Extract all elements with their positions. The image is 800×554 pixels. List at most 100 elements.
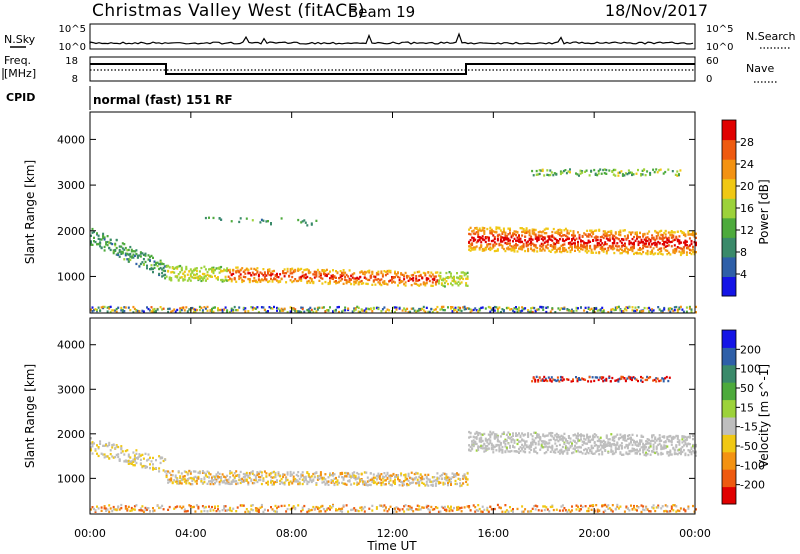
scatter-cell — [645, 442, 648, 446]
scatter-cell — [617, 507, 620, 510]
scatter-cell — [371, 283, 374, 286]
scatter-cell — [342, 482, 345, 485]
scatter-cell — [586, 311, 589, 314]
scatter-cell — [443, 285, 446, 288]
scatter-cell — [486, 447, 489, 451]
scatter-cell — [578, 507, 581, 511]
scatter-cell — [236, 482, 239, 485]
scatter-cell — [274, 510, 277, 513]
scatter-cell — [567, 378, 570, 381]
scatter-cell — [596, 447, 599, 450]
scatter-cell — [561, 437, 564, 440]
scatter-cell — [543, 241, 546, 244]
scatter-cell — [144, 254, 147, 257]
scatter-cell — [280, 217, 283, 220]
scatter-cell — [618, 377, 621, 380]
scatter-cell — [504, 445, 507, 448]
scatter-cell — [628, 442, 631, 445]
scatter-cell — [631, 443, 634, 447]
scatter-cell — [227, 482, 230, 485]
scatter-cell — [569, 510, 572, 513]
scatter-cell — [130, 460, 133, 463]
scatter-cell — [291, 307, 294, 310]
scatter-cell — [353, 309, 356, 312]
scatter-cell — [527, 240, 530, 243]
scatter-cell — [129, 258, 132, 262]
scatter-cell — [581, 377, 584, 380]
scatter-cell — [280, 309, 283, 312]
scatter-cell — [577, 449, 579, 452]
scatter-cell — [235, 280, 238, 283]
scatter-cell — [230, 280, 233, 283]
scatter-cell — [224, 279, 227, 282]
scatter-cell — [129, 309, 132, 312]
scatter-cell — [530, 442, 533, 445]
scatter-cell — [108, 241, 111, 244]
scatter-cell — [144, 252, 147, 255]
scatter-cell — [589, 233, 592, 236]
scatter-cell — [274, 480, 277, 484]
scatter-cell — [419, 274, 422, 277]
scatter-cell — [395, 510, 398, 513]
noise-panel: N.Sky 10^5 10^0 10^5 10^0 N.Search — [4, 23, 796, 53]
scatter-cell — [259, 279, 262, 282]
scatter-cell — [404, 308, 407, 311]
scatter-cell — [182, 478, 185, 481]
scatter-cell — [648, 442, 651, 445]
scatter-cell — [307, 270, 310, 273]
scatter-cell — [386, 473, 389, 476]
scatter-cell — [298, 277, 301, 280]
scatter-cell — [690, 239, 693, 243]
scatter-cell — [192, 307, 195, 311]
scatter-cell — [607, 234, 610, 237]
scatter-cell — [690, 453, 693, 456]
scatter-cell — [374, 278, 377, 281]
scatter-cell — [462, 474, 465, 478]
scatter-cell — [132, 508, 135, 511]
scatter-cell — [324, 510, 327, 513]
scatter-cell — [353, 474, 356, 477]
scatter-cell — [477, 448, 480, 452]
scatter-cell — [100, 306, 103, 309]
scatter-cell — [505, 236, 508, 240]
scatter-cell — [247, 475, 250, 479]
scatter-cell — [363, 309, 366, 312]
scatter-cell — [634, 239, 637, 243]
scatter-cell — [168, 307, 171, 310]
scatter-cell — [569, 437, 572, 440]
scatter-cell — [380, 478, 383, 481]
scatter-cell — [574, 440, 576, 443]
scatter-cell — [534, 446, 537, 449]
scatter-cell — [283, 307, 286, 310]
scatter-cell — [112, 508, 115, 511]
scatter-cell — [316, 308, 319, 311]
scatter-cell — [194, 308, 197, 311]
scatter-cell — [362, 483, 365, 486]
scatter-cell — [649, 171, 652, 175]
scatter-cell — [144, 508, 147, 512]
scatter-cell — [357, 476, 360, 479]
scatter-cell — [664, 446, 667, 450]
scatter-cell — [545, 227, 548, 230]
scatter-cell — [415, 471, 418, 475]
scatter-cell — [695, 508, 697, 511]
scatter-cell — [357, 509, 360, 513]
scatter-cell — [267, 272, 269, 275]
scatter-cell — [624, 172, 627, 175]
scatter-cell — [285, 477, 288, 480]
scatter-cell — [623, 229, 626, 232]
scatter-cell — [501, 451, 504, 454]
scatter-cell — [510, 509, 513, 512]
scatter-cell — [176, 276, 179, 279]
scatter-cell — [250, 478, 253, 481]
scatter-cell — [206, 270, 209, 274]
scatter-cell — [203, 509, 206, 513]
scatter-cell — [555, 448, 558, 451]
scatter-cell — [678, 441, 681, 444]
scatter-cell — [427, 478, 430, 481]
scatter-cell — [324, 473, 327, 476]
scatter-cell — [109, 305, 112, 308]
scatter-cell — [541, 168, 544, 171]
scatter-cell — [206, 482, 209, 485]
scatter-cell — [150, 267, 153, 270]
